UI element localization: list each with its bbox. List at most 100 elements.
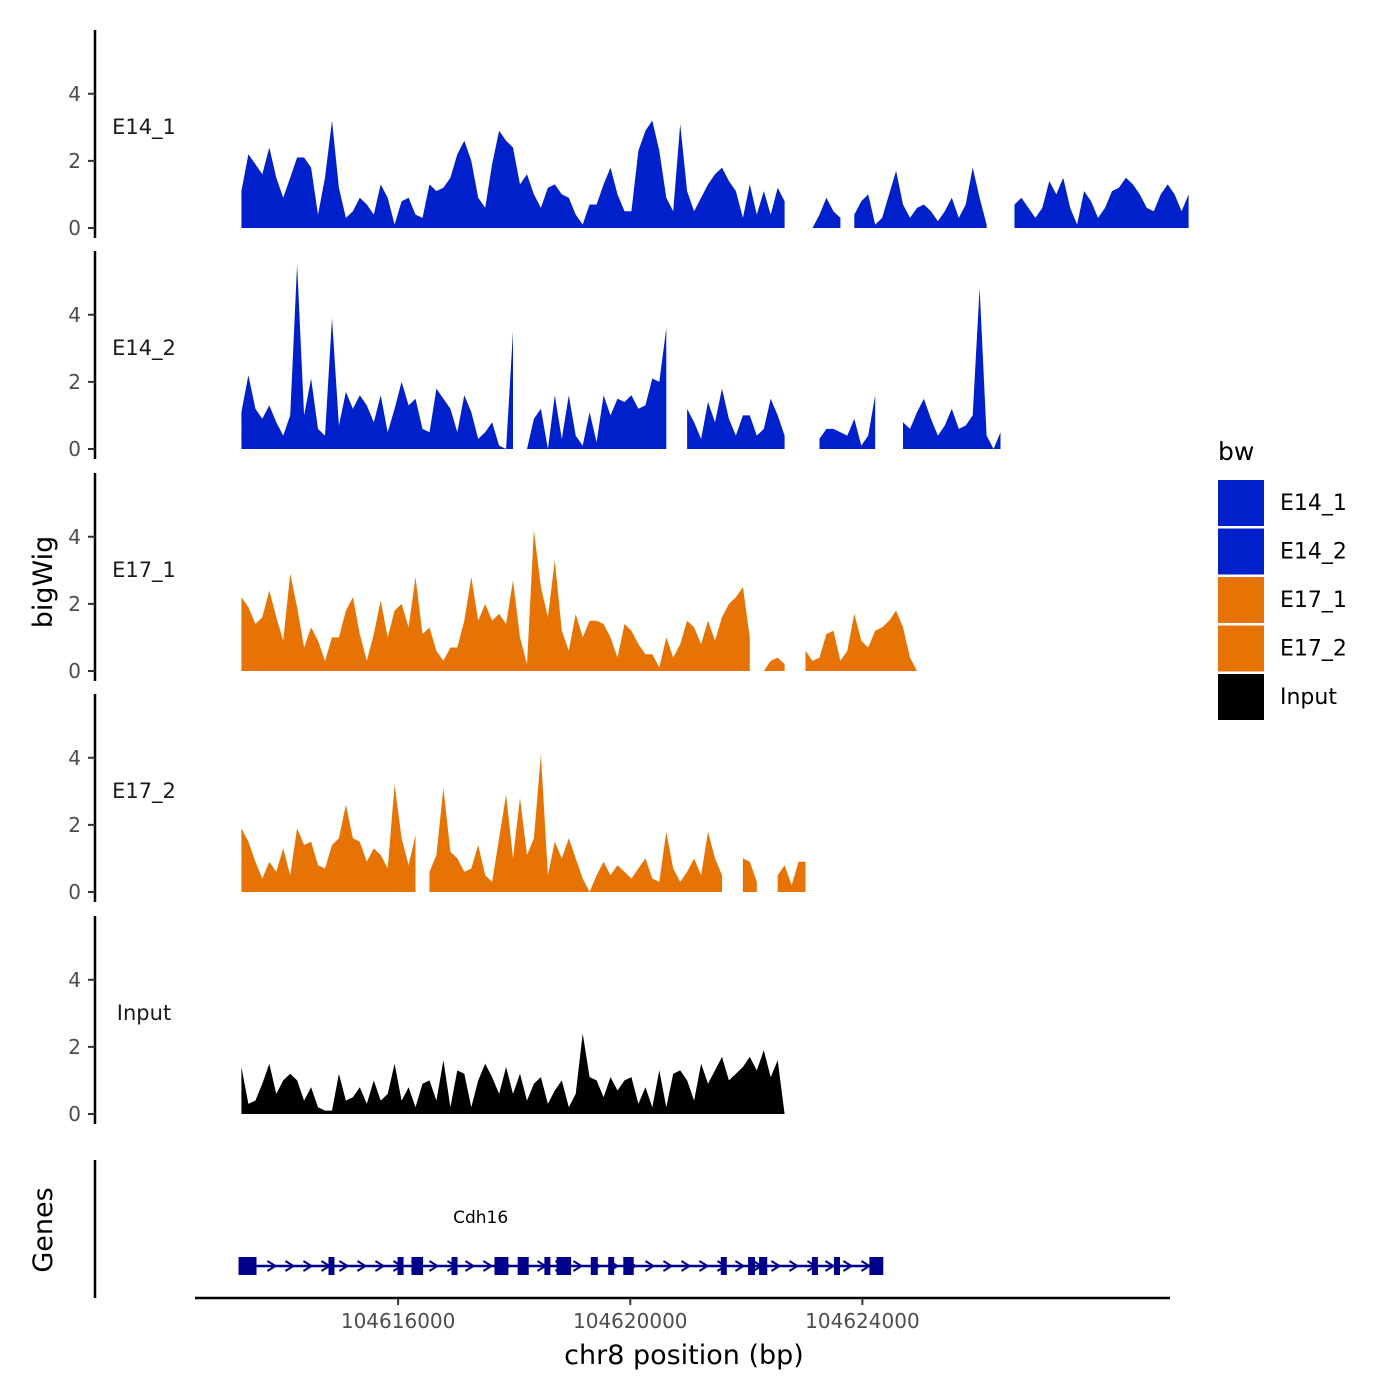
genes-axis-title: Genes	[28, 1187, 59, 1272]
legend: bw E14_1 E14_2 E17_1 E17_2 Input	[1218, 437, 1347, 720]
gene-exon	[517, 1257, 529, 1275]
x-tick-label: 104624000	[805, 1309, 920, 1333]
coverage-area	[903, 287, 1001, 449]
track-label: E14_2	[112, 336, 176, 361]
y-tick-label: 4	[68, 525, 81, 549]
coverage-area	[777, 861, 806, 892]
y-tick-label: 0	[68, 880, 81, 904]
coverage-area	[241, 264, 513, 449]
gene-exon	[720, 1257, 727, 1275]
strand-arrow	[284, 1260, 296, 1272]
gene-exon	[556, 1257, 572, 1275]
strand-arrow	[734, 1260, 746, 1272]
legend-key	[1218, 480, 1264, 526]
legend-label: E17_1	[1280, 588, 1347, 613]
coverage-area	[241, 120, 785, 228]
coverage-area	[429, 754, 722, 892]
strand-arrow	[464, 1260, 476, 1272]
strand-arrow	[428, 1260, 440, 1272]
bigwig-tracks: 0 2 4 E14_1 0 2 4 E14_2 0 2 4 E17_1 0 2 4 E17_2 0 2 4 Input	[68, 30, 1189, 1126]
strand-arrow	[482, 1260, 494, 1272]
legend-key	[1218, 528, 1264, 575]
legend-key	[1218, 674, 1264, 720]
strand-arrow	[266, 1260, 278, 1272]
y-tick-label: 4	[68, 968, 81, 992]
gene-exon	[590, 1257, 598, 1275]
legend-key	[1218, 577, 1264, 623]
y-tick-label: 4	[68, 746, 81, 770]
gene-exon	[869, 1257, 884, 1275]
track-e14-2: 0 2 4 E14_2	[68, 251, 1001, 461]
coverage-area	[1014, 177, 1189, 228]
legend-key	[1218, 625, 1264, 672]
strand-arrow	[662, 1260, 674, 1272]
y-tick-label: 0	[68, 659, 81, 683]
track-e17-1: 0 2 4 E17_1	[68, 473, 917, 683]
strand-arrow	[842, 1260, 854, 1272]
strand-arrow	[338, 1260, 350, 1272]
gene-exon	[328, 1257, 335, 1275]
coverage-area	[763, 657, 785, 671]
strand-arrow	[572, 1260, 584, 1272]
legend-label: E14_1	[1280, 491, 1347, 516]
gene-exon	[748, 1257, 756, 1275]
coverage-area	[819, 395, 876, 449]
legend-label: E17_2	[1280, 637, 1347, 662]
gene-exon	[238, 1257, 257, 1275]
track-label: E17_2	[112, 779, 176, 804]
track-label: Input	[117, 1001, 171, 1025]
gene-cdh16: Cdh16	[238, 1208, 884, 1275]
y-tick-label: 0	[68, 216, 81, 240]
y-tick-label: 2	[68, 592, 81, 616]
y-tick-label: 4	[68, 82, 81, 106]
coverage-area	[687, 388, 785, 449]
track-e17-2: 0 2 4 E17_2	[68, 694, 806, 904]
y-tick-label: 0	[68, 437, 81, 461]
coverage-area	[854, 167, 987, 228]
y-tick-label: 2	[68, 1035, 81, 1059]
coverage-area	[241, 784, 416, 892]
coverage-area	[805, 610, 917, 671]
gene-exon	[811, 1257, 818, 1275]
y-tick-label: 2	[68, 370, 81, 394]
coverage-area	[241, 1033, 785, 1114]
gene-exon	[397, 1257, 404, 1275]
strand-arrow	[824, 1260, 836, 1272]
track-label: E14_1	[112, 115, 176, 140]
x-axis-title: chr8 position (bp)	[564, 1340, 804, 1371]
gene-exon	[759, 1257, 768, 1275]
strand-arrow	[788, 1260, 800, 1272]
coverage-area	[742, 858, 757, 892]
y-tick-label: 0	[68, 1102, 81, 1126]
gene-exon	[544, 1257, 551, 1275]
legend-label: E14_2	[1280, 540, 1347, 565]
strand-arrow	[644, 1260, 656, 1272]
x-tick-label: 104620000	[573, 1309, 688, 1333]
gene-exon	[623, 1257, 634, 1275]
gene-exon	[608, 1257, 615, 1275]
gene-exon	[451, 1257, 458, 1275]
x-tick-label: 104616000	[341, 1309, 456, 1333]
gene-exon	[494, 1257, 509, 1275]
x-axis: 104616000 104620000 104624000	[195, 1296, 1170, 1333]
strand-arrow	[698, 1260, 710, 1272]
track-e14-1: 0 2 4 E14_1	[68, 30, 1189, 240]
strand-arrow	[770, 1260, 782, 1272]
coverage-area	[812, 197, 841, 228]
gene-exon	[411, 1257, 424, 1275]
strand-arrow	[680, 1260, 692, 1272]
coverage-area	[241, 530, 750, 671]
gene-track: Cdh16	[93, 1160, 884, 1298]
gene-exon	[833, 1257, 840, 1275]
y-tick-label: 2	[68, 813, 81, 837]
gene-name-label: Cdh16	[453, 1208, 508, 1228]
track-input: 0 2 4 Input	[68, 916, 785, 1126]
y-tick-label: 2	[68, 149, 81, 173]
strand-arrow	[302, 1260, 314, 1272]
legend-label: Input	[1280, 685, 1337, 710]
strand-arrow	[374, 1260, 386, 1272]
y-axis-title: bigWig	[28, 536, 59, 629]
coverage-area	[526, 328, 667, 449]
y-tick-label: 4	[68, 303, 81, 327]
